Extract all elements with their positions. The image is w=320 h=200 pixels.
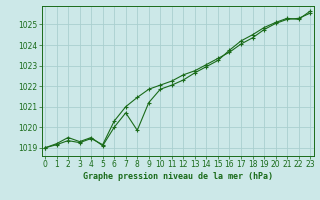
X-axis label: Graphe pression niveau de la mer (hPa): Graphe pression niveau de la mer (hPa)	[83, 172, 273, 181]
